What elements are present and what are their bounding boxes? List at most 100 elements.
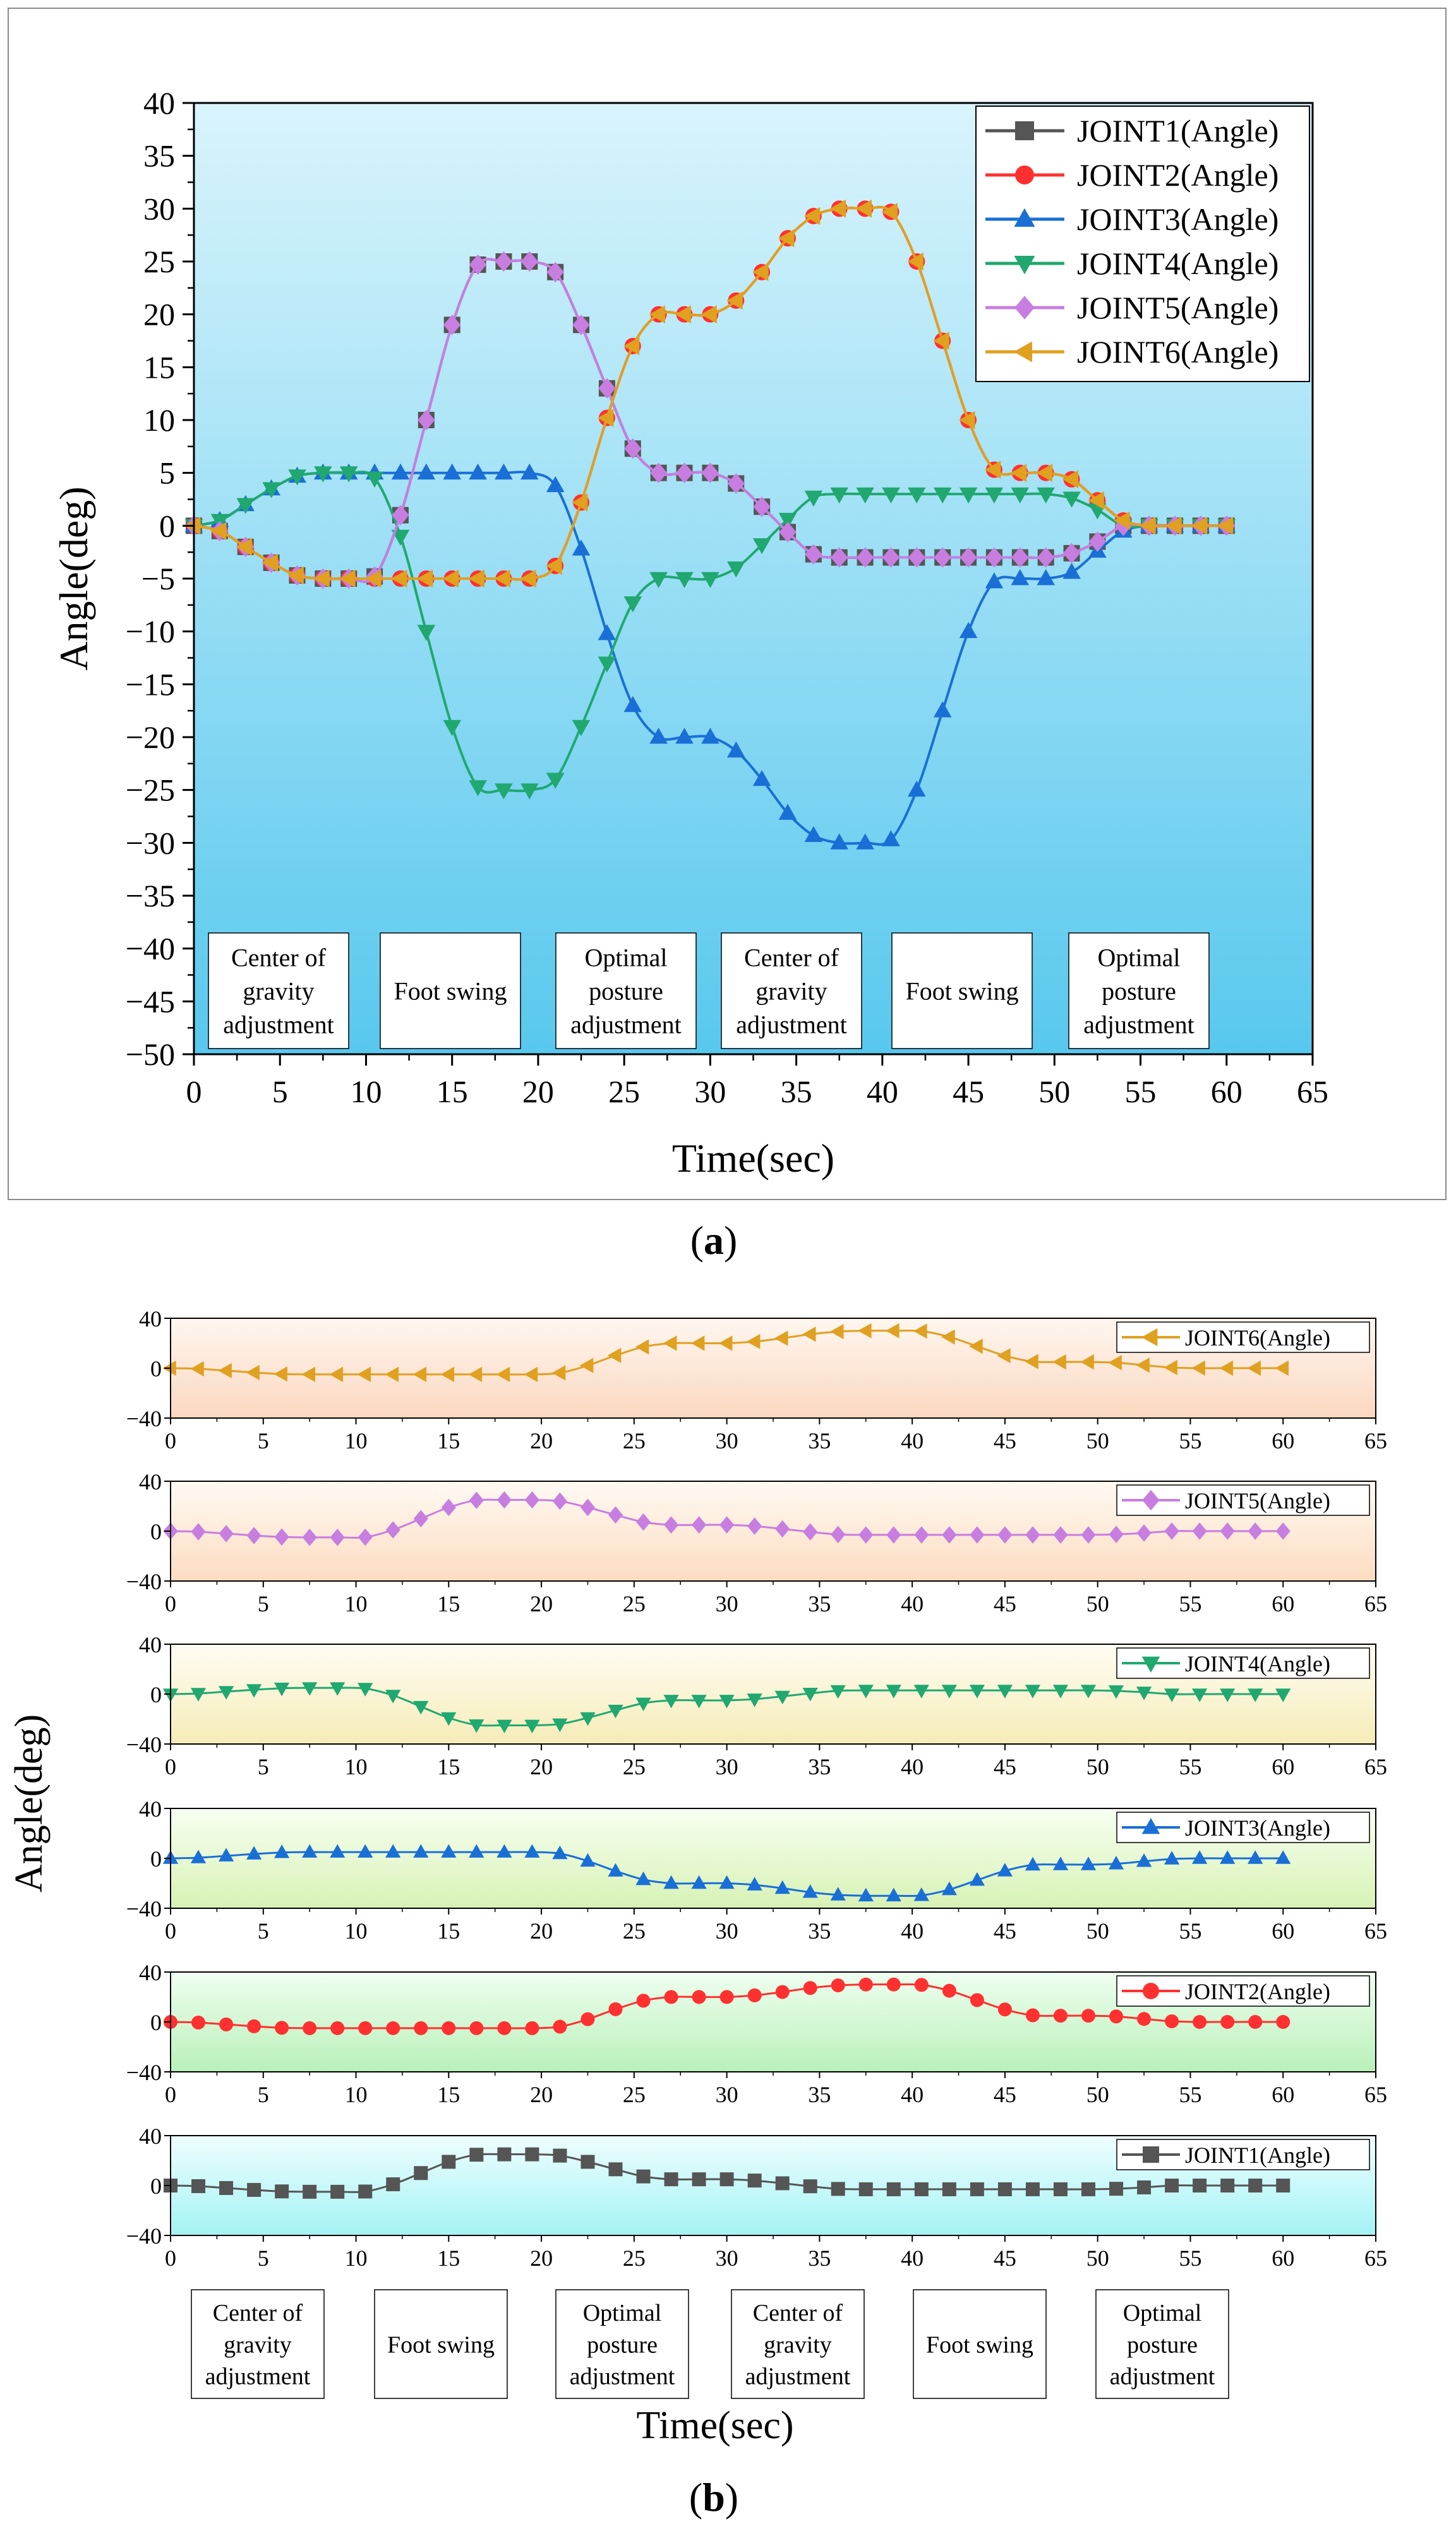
data-point bbox=[1025, 1856, 1041, 1871]
data-point bbox=[914, 1978, 929, 1992]
phase-box-frame bbox=[721, 932, 862, 1049]
legend: JOINT2(Angle) bbox=[1116, 1975, 1370, 2007]
data-point bbox=[1062, 491, 1081, 508]
data-point bbox=[701, 728, 719, 744]
data-point bbox=[803, 1523, 818, 1541]
data-point bbox=[969, 1685, 985, 1699]
data-point bbox=[1025, 1526, 1040, 1544]
data-point bbox=[1165, 2014, 1179, 2029]
x-tick-label: 55 bbox=[1179, 2246, 1201, 2271]
data-point bbox=[886, 1977, 901, 1992]
data-point bbox=[881, 203, 898, 221]
phase-box-label: Optimal bbox=[583, 2300, 662, 2326]
data-point bbox=[1081, 2182, 1096, 2196]
x-tick-label: 5 bbox=[258, 2246, 269, 2271]
data-point bbox=[1108, 1685, 1124, 1699]
data-point bbox=[1088, 531, 1107, 552]
data-point bbox=[580, 1498, 595, 1517]
data-point bbox=[1164, 1522, 1179, 1540]
chart-panel-b: 400−400 5 10 15 20 25 30 35 40 45 50 55 60 65JOINT6(A… bbox=[8, 1306, 1387, 2520]
y-tick-label: −10 bbox=[126, 614, 175, 649]
data-point bbox=[664, 1516, 679, 1534]
data-point bbox=[287, 566, 304, 585]
phase-box-label: adjustment bbox=[223, 1010, 334, 1038]
data-point bbox=[413, 1700, 429, 1715]
data-point bbox=[747, 1988, 762, 2002]
data-point bbox=[210, 522, 227, 540]
x-tick-label: 40 bbox=[901, 2246, 924, 2271]
data-point bbox=[747, 1333, 761, 1349]
x-tick-label: 65 bbox=[1364, 1918, 1387, 1944]
data-point bbox=[495, 783, 513, 800]
data-point bbox=[719, 1990, 734, 2004]
x-tick-label: 5 bbox=[258, 1754, 269, 1779]
data-point bbox=[858, 1526, 874, 1544]
data-point bbox=[701, 462, 719, 483]
panel-label-b: (b) bbox=[689, 2475, 738, 2520]
data-point bbox=[997, 1863, 1013, 1877]
data-point bbox=[1062, 563, 1081, 579]
data-point bbox=[1052, 1685, 1069, 1699]
data-point bbox=[802, 1688, 818, 1702]
y-tick-label: −5 bbox=[141, 561, 175, 596]
data-point bbox=[1191, 517, 1208, 535]
phase-box: Center of gravity adjustment bbox=[191, 2289, 325, 2399]
data-point bbox=[692, 1516, 707, 1534]
data-point bbox=[314, 466, 332, 483]
data-point bbox=[970, 1993, 984, 2007]
data-point bbox=[775, 2176, 790, 2191]
y-tick-label: −40 bbox=[126, 931, 175, 966]
legend-marker bbox=[1141, 1818, 1160, 1834]
data-point bbox=[330, 2184, 345, 2199]
y-tick-label: −40 bbox=[126, 2060, 162, 2085]
data-point bbox=[882, 830, 900, 846]
data-point bbox=[191, 1523, 206, 1541]
y-tick-label: 0 bbox=[150, 1356, 162, 1381]
data-point bbox=[691, 1875, 707, 1889]
legend-label: JOINT6(Angle) bbox=[1077, 334, 1279, 370]
data-point bbox=[412, 1366, 427, 1382]
data-point bbox=[520, 463, 539, 480]
data-point bbox=[1037, 547, 1055, 568]
data-point bbox=[908, 547, 925, 568]
x-tick-label: 40 bbox=[901, 1428, 924, 1453]
legend-label: JOINT1(Angle) bbox=[1077, 113, 1279, 148]
data-point bbox=[190, 1849, 207, 1863]
panel-label-a: (a) bbox=[690, 1218, 738, 1263]
data-point bbox=[580, 1853, 596, 1867]
data-point bbox=[691, 1695, 707, 1709]
data-point bbox=[855, 200, 872, 218]
phase-box-label: Optimal bbox=[1097, 944, 1180, 972]
data-point bbox=[302, 1529, 317, 1546]
data-point bbox=[218, 1362, 232, 1378]
data-point bbox=[959, 487, 978, 504]
data-point bbox=[391, 569, 407, 588]
legend-label: JOINT3(Angle) bbox=[1185, 1815, 1330, 1841]
data-point bbox=[607, 1347, 622, 1363]
data-point bbox=[581, 2155, 595, 2169]
data-point bbox=[358, 2184, 373, 2199]
y-tick-label: 30 bbox=[143, 191, 175, 226]
data-point bbox=[598, 656, 617, 673]
data-point bbox=[546, 476, 565, 493]
data-point bbox=[553, 2019, 567, 2034]
data-point bbox=[997, 1348, 1011, 1364]
data-point bbox=[357, 1366, 371, 1382]
x-tick-label: 45 bbox=[994, 2082, 1016, 2107]
data-point bbox=[546, 556, 562, 575]
data-point bbox=[1248, 2015, 1263, 2029]
data-point bbox=[441, 1498, 456, 1517]
data-point bbox=[1220, 2015, 1235, 2029]
data-point bbox=[701, 572, 719, 588]
data-point bbox=[339, 466, 358, 483]
x-tick-label: 55 bbox=[1179, 2082, 1201, 2107]
data-point bbox=[914, 1526, 929, 1544]
y-tick-label: 40 bbox=[139, 1469, 162, 1495]
y-tick-label: 0 bbox=[150, 1519, 162, 1544]
legend-label: JOINT4(Angle) bbox=[1077, 246, 1279, 281]
data-point bbox=[1193, 2015, 1207, 2029]
data-point bbox=[1140, 517, 1156, 535]
data-point bbox=[635, 1871, 651, 1885]
x-tick-label: 45 bbox=[994, 2246, 1016, 2271]
data-point bbox=[1248, 1522, 1263, 1540]
